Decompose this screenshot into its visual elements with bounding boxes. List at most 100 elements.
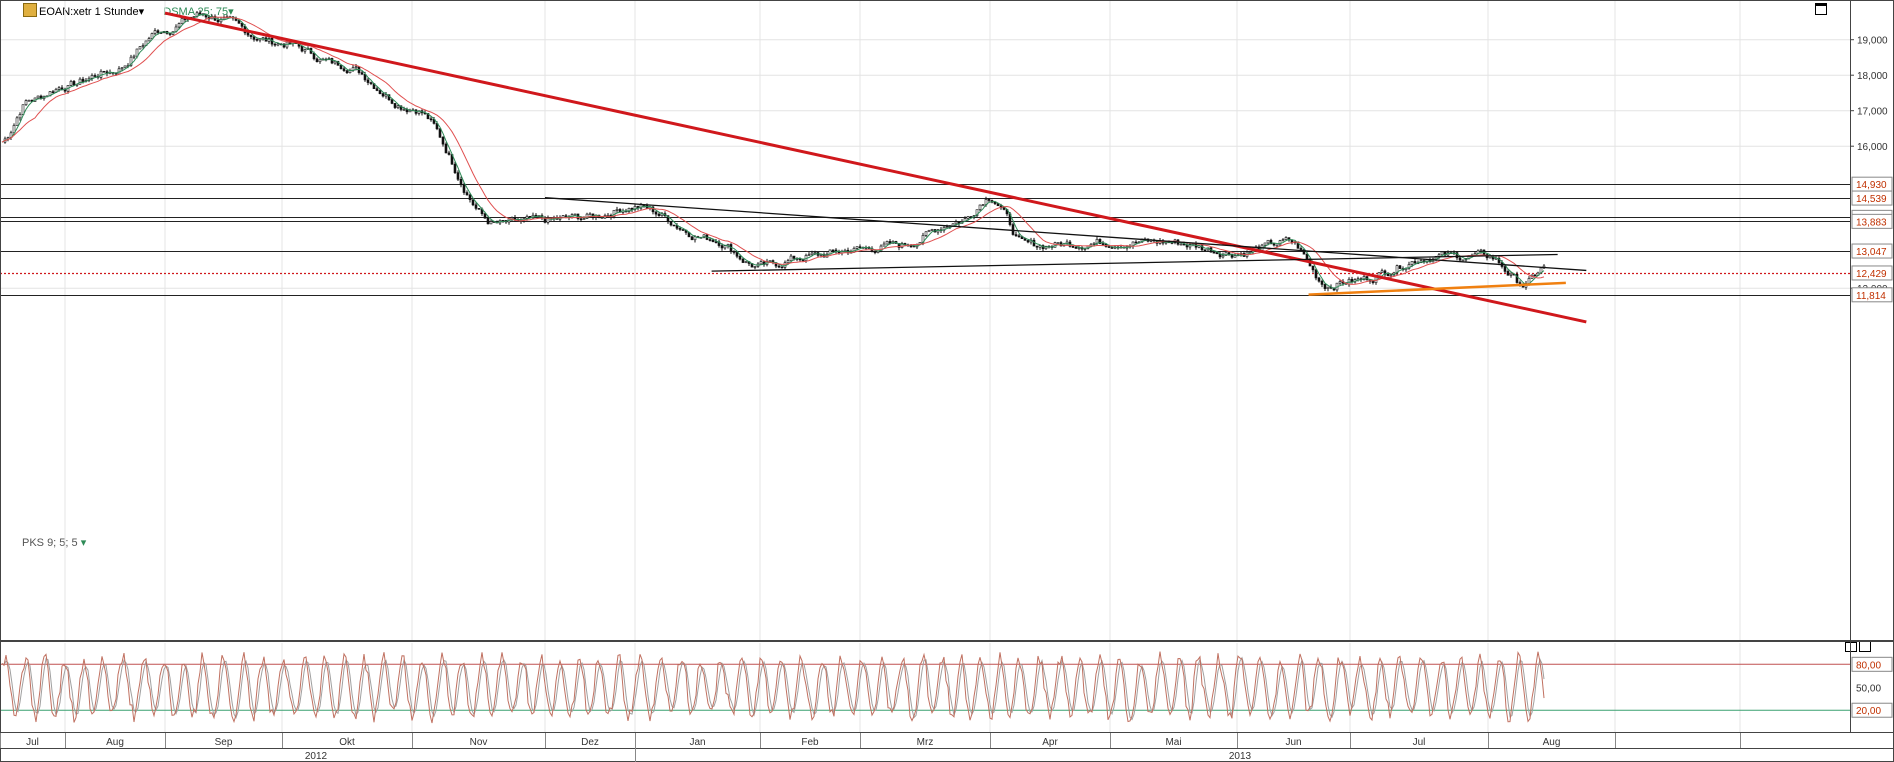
price-level-marker — [1851, 287, 1893, 303]
down-candle — [1458, 257, 1462, 261]
down-candle — [1455, 252, 1459, 259]
down-candle — [1227, 252, 1231, 255]
down-candle — [168, 33, 172, 35]
price-level-label: 11,814 — [1856, 291, 1886, 302]
up-candle — [582, 218, 586, 220]
down-candle — [315, 58, 319, 63]
price-level-label: 12,429 — [1856, 269, 1887, 280]
up-candle — [1092, 242, 1096, 245]
down-candle — [252, 36, 256, 40]
oscillator-tick-label: 50,00 — [1856, 683, 1881, 694]
oscillator-main-line — [1, 651, 1545, 724]
up-candle — [1479, 249, 1483, 252]
down-candle — [237, 20, 241, 24]
down-candle — [1305, 253, 1309, 260]
down-candle — [1503, 266, 1507, 272]
up-candle — [120, 67, 124, 70]
up-candle — [1380, 270, 1384, 273]
down-candle — [672, 224, 676, 227]
down-candle — [378, 90, 382, 94]
down-candle — [255, 39, 259, 41]
down-candle — [393, 103, 397, 108]
down-candle — [486, 217, 490, 225]
month-label: Jan — [689, 737, 705, 748]
year-label: 2013 — [1229, 751, 1252, 762]
down-candle — [1035, 245, 1039, 248]
up-candle — [6, 137, 10, 140]
indicator-dropdown-icon[interactable]: ▾ — [228, 6, 234, 18]
down-candle — [969, 216, 973, 218]
up-candle — [402, 109, 406, 111]
month-label: Aug — [106, 737, 124, 748]
down-candle — [1371, 281, 1375, 283]
oscillator-dropdown-icon[interactable]: ▾ — [80, 537, 87, 549]
up-candle — [1248, 251, 1252, 254]
down-candle — [312, 53, 316, 60]
down-candle — [1002, 207, 1006, 210]
year-label: 2012 — [305, 751, 328, 762]
down-candle — [1386, 274, 1390, 277]
time-axis: Jul Aug Sep Okt Nov Dez Jan Feb Mrz Apr Mai Jun Jul A… — [0, 733, 1741, 762]
symbol-dropdown-icon[interactable]: ▾ — [138, 6, 145, 18]
down-candle — [1299, 248, 1303, 250]
price-tick-label: 18,000 — [1857, 71, 1888, 82]
down-candle — [375, 88, 379, 91]
maximize-icon[interactable] — [1815, 3, 1827, 15]
down-candle — [732, 250, 736, 253]
down-candle — [777, 265, 781, 268]
down-candle — [735, 252, 739, 257]
down-candle — [345, 70, 349, 73]
down-candle — [390, 99, 394, 104]
down-candle — [453, 163, 457, 173]
down-candle — [444, 143, 448, 154]
down-candle — [1212, 251, 1216, 254]
up-candle — [180, 18, 184, 24]
down-candle — [1200, 245, 1204, 251]
down-candle — [780, 266, 784, 269]
down-candle — [1074, 246, 1078, 249]
oscillator-panel — [0, 651, 1850, 724]
up-candle — [396, 105, 400, 108]
oscillator-label[interactable]: PKS 9; 5; 5 — [22, 537, 78, 549]
down-candle — [1203, 249, 1207, 252]
down-candle — [462, 184, 466, 193]
candles — [3, 10, 1546, 292]
symbol-label[interactable]: EOAN:xetr 1 Stunde — [39, 6, 139, 18]
down-candle — [1071, 246, 1075, 248]
up-candle — [318, 59, 322, 63]
up-candle — [981, 204, 985, 207]
up-candle — [138, 46, 142, 50]
down-candle — [1215, 252, 1219, 255]
down-candle — [657, 213, 661, 216]
down-candle — [831, 249, 835, 252]
down-candle — [1272, 243, 1276, 246]
down-candle — [654, 211, 658, 215]
down-candle — [1110, 247, 1114, 249]
price-tick-label: 16,000 — [1857, 142, 1888, 153]
down-candle — [468, 194, 472, 200]
down-candle — [369, 82, 373, 84]
down-candle — [1134, 241, 1138, 244]
down-candle — [987, 199, 991, 201]
up-candle — [132, 55, 136, 58]
up-candle — [489, 221, 493, 225]
up-candle — [945, 226, 949, 228]
down-candle — [477, 208, 481, 210]
down-candle — [51, 91, 55, 93]
down-candle — [441, 136, 445, 145]
up-candle — [129, 56, 133, 66]
down-candle — [669, 221, 673, 226]
down-candle — [666, 215, 670, 222]
fast-moving-average-line — [1, 13, 1545, 289]
down-candle — [1314, 269, 1318, 279]
symbol-icon[interactable] — [23, 3, 37, 17]
month-label: Dez — [581, 737, 599, 748]
down-candle — [156, 30, 160, 33]
down-candle — [456, 172, 460, 180]
month-label: Mai — [1165, 737, 1181, 748]
oscillator-signal-line — [1, 656, 1545, 721]
up-candle — [384, 94, 388, 97]
down-candle — [630, 207, 634, 210]
